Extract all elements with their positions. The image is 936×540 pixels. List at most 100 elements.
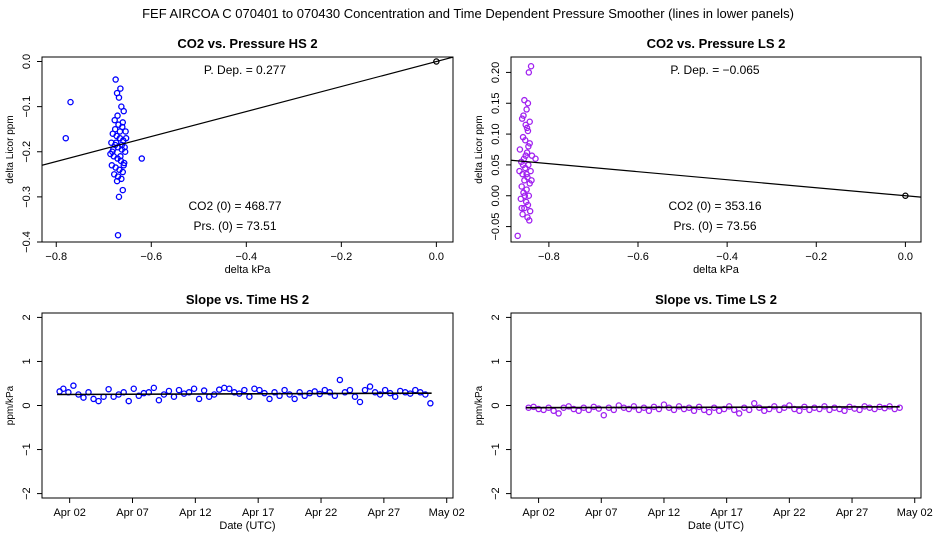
x-axis-label: Date (UTC) — [688, 520, 744, 532]
data-point — [130, 385, 138, 393]
x-tick-label: −0.4 — [716, 251, 738, 263]
y-tick-label: −0.4 — [21, 231, 33, 253]
data-point — [745, 406, 753, 414]
data-point — [521, 204, 528, 212]
data-point — [291, 395, 298, 403]
x-tick-label: −0.4 — [235, 251, 257, 263]
y-tick-label: 0.10 — [490, 123, 502, 144]
data-point — [417, 389, 424, 396]
data-point — [750, 400, 758, 407]
data-point — [361, 386, 369, 394]
data-point — [796, 407, 803, 415]
y-tick-label: 0.20 — [490, 62, 502, 83]
data-point — [517, 195, 525, 203]
data-point — [135, 392, 143, 400]
data-point — [519, 161, 527, 169]
y-axis-label: delta Licor ppm — [474, 115, 485, 183]
data-point — [117, 85, 124, 92]
data-point — [226, 385, 233, 393]
x-tick-label: Apr 22 — [773, 507, 805, 519]
data-point — [516, 146, 524, 153]
data-point — [371, 389, 379, 396]
x-tick-label: May 02 — [897, 507, 933, 519]
data-point — [735, 410, 743, 417]
data-point — [111, 116, 118, 124]
data-point — [519, 210, 526, 218]
data-point — [122, 134, 130, 142]
data-point — [80, 394, 87, 401]
data-point — [114, 231, 122, 239]
data-point — [514, 232, 521, 240]
y-tick-label: −0.1 — [21, 96, 33, 118]
data-point — [220, 384, 228, 392]
x-axis-label: delta kPa — [693, 264, 740, 276]
data-point — [90, 395, 97, 403]
data-point — [555, 410, 562, 417]
data-point — [725, 403, 733, 410]
data-point — [524, 127, 532, 135]
data-point — [119, 186, 127, 194]
panel-slope-vs-time-ls: Slope vs. Time LS 2 Apr 02 Apr 07 Apr 12 Apr… — [474, 292, 933, 532]
data-point — [366, 383, 374, 390]
data-point — [520, 189, 527, 196]
x-tick-label: Apr 02 — [53, 507, 85, 519]
data-point — [70, 382, 77, 389]
data-point — [525, 192, 533, 199]
data-point — [896, 404, 903, 411]
data-point — [150, 384, 158, 392]
y-tick-label: 0.00 — [490, 185, 502, 206]
data-point — [518, 204, 525, 212]
data-point — [518, 183, 525, 190]
data-point — [660, 401, 668, 408]
data-point — [321, 386, 329, 394]
y-tick-label: 0.0 — [21, 54, 33, 69]
y-tick-label: −1 — [21, 443, 33, 456]
data-point — [518, 115, 526, 122]
data-point — [113, 177, 121, 185]
data-point — [526, 217, 533, 224]
data-point — [346, 386, 354, 394]
panel-title: Slope vs. Time HS 2 — [186, 292, 309, 307]
x-tick-label: May 02 — [429, 507, 465, 519]
y-tick-label: −0.3 — [21, 186, 33, 208]
data-point — [122, 128, 129, 135]
data-point — [523, 170, 530, 178]
data-point — [521, 192, 529, 199]
data-point — [114, 112, 121, 119]
data-point — [856, 406, 863, 414]
y-axis-label: ppm/kPa — [5, 385, 16, 425]
data-point — [675, 403, 683, 410]
y-tick-label: −0.05 — [490, 213, 502, 241]
data-point — [841, 407, 848, 415]
x-tick-label: Apr 17 — [242, 507, 274, 519]
data-point — [575, 407, 582, 415]
x-tick-label: Apr 27 — [368, 507, 400, 519]
y-tick-label: −2 — [21, 487, 33, 500]
data-point — [705, 408, 713, 416]
annotation-prs-zero: Prs. (0) = 73.56 — [673, 219, 756, 233]
y-tick-label: −0.2 — [21, 141, 33, 163]
data-point — [522, 121, 529, 129]
data-point — [60, 385, 67, 393]
data-point — [525, 143, 532, 150]
data-point — [116, 128, 124, 135]
x-tick-label: Apr 22 — [305, 507, 337, 519]
panel-title: CO2 vs. Pressure HS 2 — [177, 36, 317, 51]
data-point — [630, 403, 638, 410]
data-point — [600, 411, 608, 419]
data-point — [271, 389, 278, 396]
data-point — [730, 406, 738, 414]
data-point — [119, 168, 127, 176]
x-tick-label: −0.8 — [45, 251, 67, 263]
data-point — [115, 94, 123, 101]
x-tick-label: Apr 02 — [522, 507, 554, 519]
data-point — [336, 376, 344, 384]
data-layer — [525, 400, 903, 419]
x-tick-label: −0.6 — [627, 251, 649, 263]
x-tick-label: Apr 12 — [179, 507, 211, 519]
y-tick-label: 1 — [21, 358, 33, 364]
x-tick-label: Apr 27 — [836, 507, 868, 519]
fit-line — [511, 159, 921, 198]
data-point — [565, 403, 572, 410]
